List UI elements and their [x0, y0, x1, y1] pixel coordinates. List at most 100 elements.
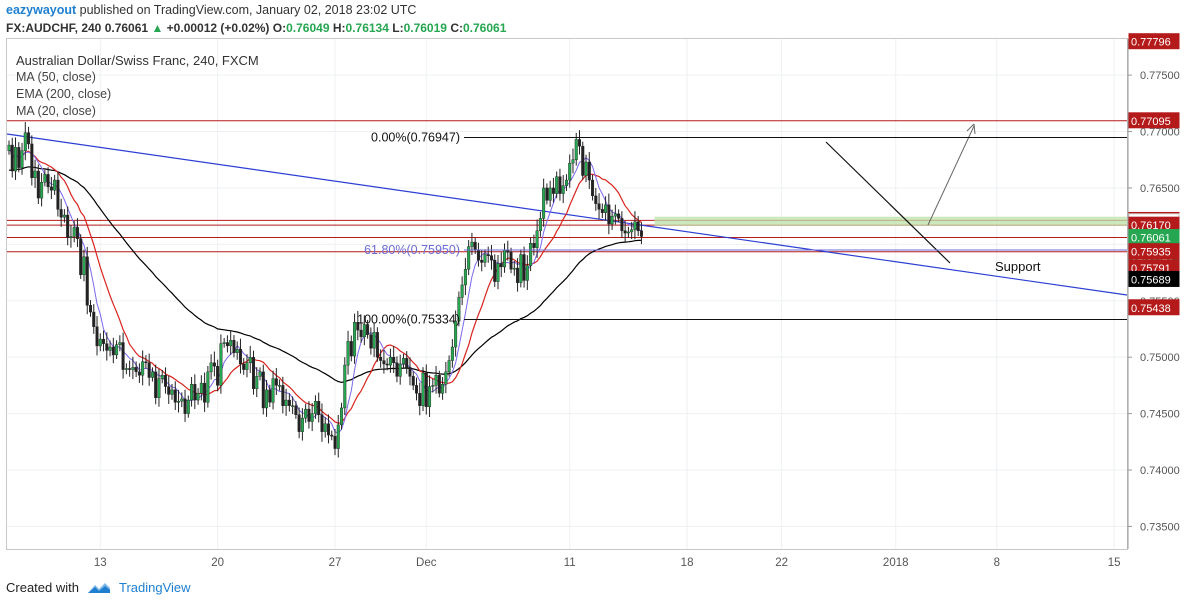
candle	[542, 178, 546, 227]
candle	[610, 209, 614, 230]
candle	[626, 226, 630, 238]
candle	[173, 381, 177, 411]
candle-body	[300, 417, 304, 432]
candle-body	[271, 378, 275, 403]
candle	[274, 368, 278, 395]
legend-ma50[interactable]: MA (50, close)	[16, 70, 96, 84]
candle-body	[118, 342, 122, 345]
candle	[346, 330, 350, 375]
candle-body	[450, 346, 454, 361]
candle	[222, 338, 226, 348]
candle	[281, 376, 285, 414]
candle	[17, 142, 21, 173]
candle-body	[470, 241, 474, 247]
candle	[379, 349, 383, 368]
candle-body	[154, 371, 158, 399]
candle-body	[607, 204, 611, 225]
candle-body	[20, 150, 24, 168]
candle	[444, 361, 448, 394]
legend-ema200[interactable]: EMA (200, close)	[16, 87, 112, 101]
candle-body	[326, 423, 330, 436]
candle-body	[183, 398, 187, 414]
low-value: 0.76019	[403, 21, 447, 35]
candle-body	[617, 213, 621, 219]
candle-body	[95, 326, 99, 347]
candle-body	[212, 362, 216, 367]
candle-body	[587, 161, 591, 181]
candle	[102, 330, 106, 352]
candle	[470, 232, 474, 255]
candle-body	[310, 413, 314, 422]
x-axis: 13 20 27 Dec 11 18 22 2018 8 15	[94, 557, 1121, 569]
candle-body	[313, 400, 317, 414]
candle	[349, 335, 353, 362]
candle-body	[548, 187, 552, 201]
support-annotation: Support	[995, 259, 1041, 274]
price-label-bg	[1128, 33, 1180, 50]
candle-body	[610, 215, 614, 225]
candle-body	[330, 434, 334, 437]
candle	[398, 354, 402, 385]
candle	[141, 350, 145, 386]
candle	[434, 365, 438, 394]
candle	[509, 247, 513, 274]
candle	[340, 402, 344, 430]
candle	[467, 240, 471, 276]
candle	[124, 363, 128, 375]
candle-body	[597, 203, 601, 210]
candle	[134, 361, 138, 378]
candle-body	[532, 243, 536, 248]
candle	[300, 408, 304, 441]
candle-body	[186, 399, 190, 414]
candle-body	[385, 363, 389, 366]
candle-body	[14, 147, 18, 172]
candle-body	[375, 332, 379, 358]
price-label: 0.75935	[1128, 243, 1180, 260]
candle	[522, 246, 526, 288]
candle	[463, 257, 467, 296]
candle	[503, 243, 507, 273]
footer: Created with TradingView	[6, 580, 191, 595]
candle-body	[255, 376, 259, 389]
tradingview-link[interactable]: TradingView	[118, 580, 191, 595]
candle	[53, 174, 57, 195]
candle	[27, 126, 31, 150]
candle	[46, 167, 50, 194]
candle-body	[463, 268, 467, 286]
candle	[317, 392, 321, 423]
candle	[457, 291, 461, 327]
candle	[304, 403, 308, 423]
candle-body	[251, 356, 255, 389]
candle-body	[219, 343, 223, 386]
quote-bar: FX:AUDCHF, 240 0.76061 ▲ +0.00012 (+0.02…	[6, 21, 506, 35]
candle-body	[88, 305, 92, 313]
candle	[555, 171, 559, 199]
candle-body	[297, 414, 301, 432]
candle	[401, 353, 405, 369]
candle	[330, 430, 334, 441]
candle-body	[248, 356, 252, 364]
legend-ma20[interactable]: MA (20, close)	[16, 104, 96, 118]
candle	[584, 154, 588, 183]
candle-body	[454, 320, 458, 348]
candle-body	[196, 393, 200, 401]
candle	[385, 358, 389, 371]
y-tick-label: 0.76500	[1140, 183, 1180, 195]
candle-body	[558, 176, 562, 194]
fib-label-61.80%: 61.80%(0.75950)	[364, 243, 460, 257]
x-tick-label: 22	[775, 557, 788, 569]
price-label-text: 0.75689	[1131, 274, 1171, 286]
author-link[interactable]: eazywayout	[6, 3, 77, 17]
candle	[493, 254, 497, 287]
candle-body	[163, 375, 167, 387]
candle	[118, 335, 122, 352]
candle	[594, 187, 598, 211]
candle	[411, 371, 415, 391]
candle-body	[128, 368, 132, 370]
candle-body	[346, 341, 350, 366]
candle-body	[424, 372, 428, 408]
candle-body	[304, 408, 308, 419]
candle	[392, 345, 396, 373]
candle	[529, 237, 533, 272]
